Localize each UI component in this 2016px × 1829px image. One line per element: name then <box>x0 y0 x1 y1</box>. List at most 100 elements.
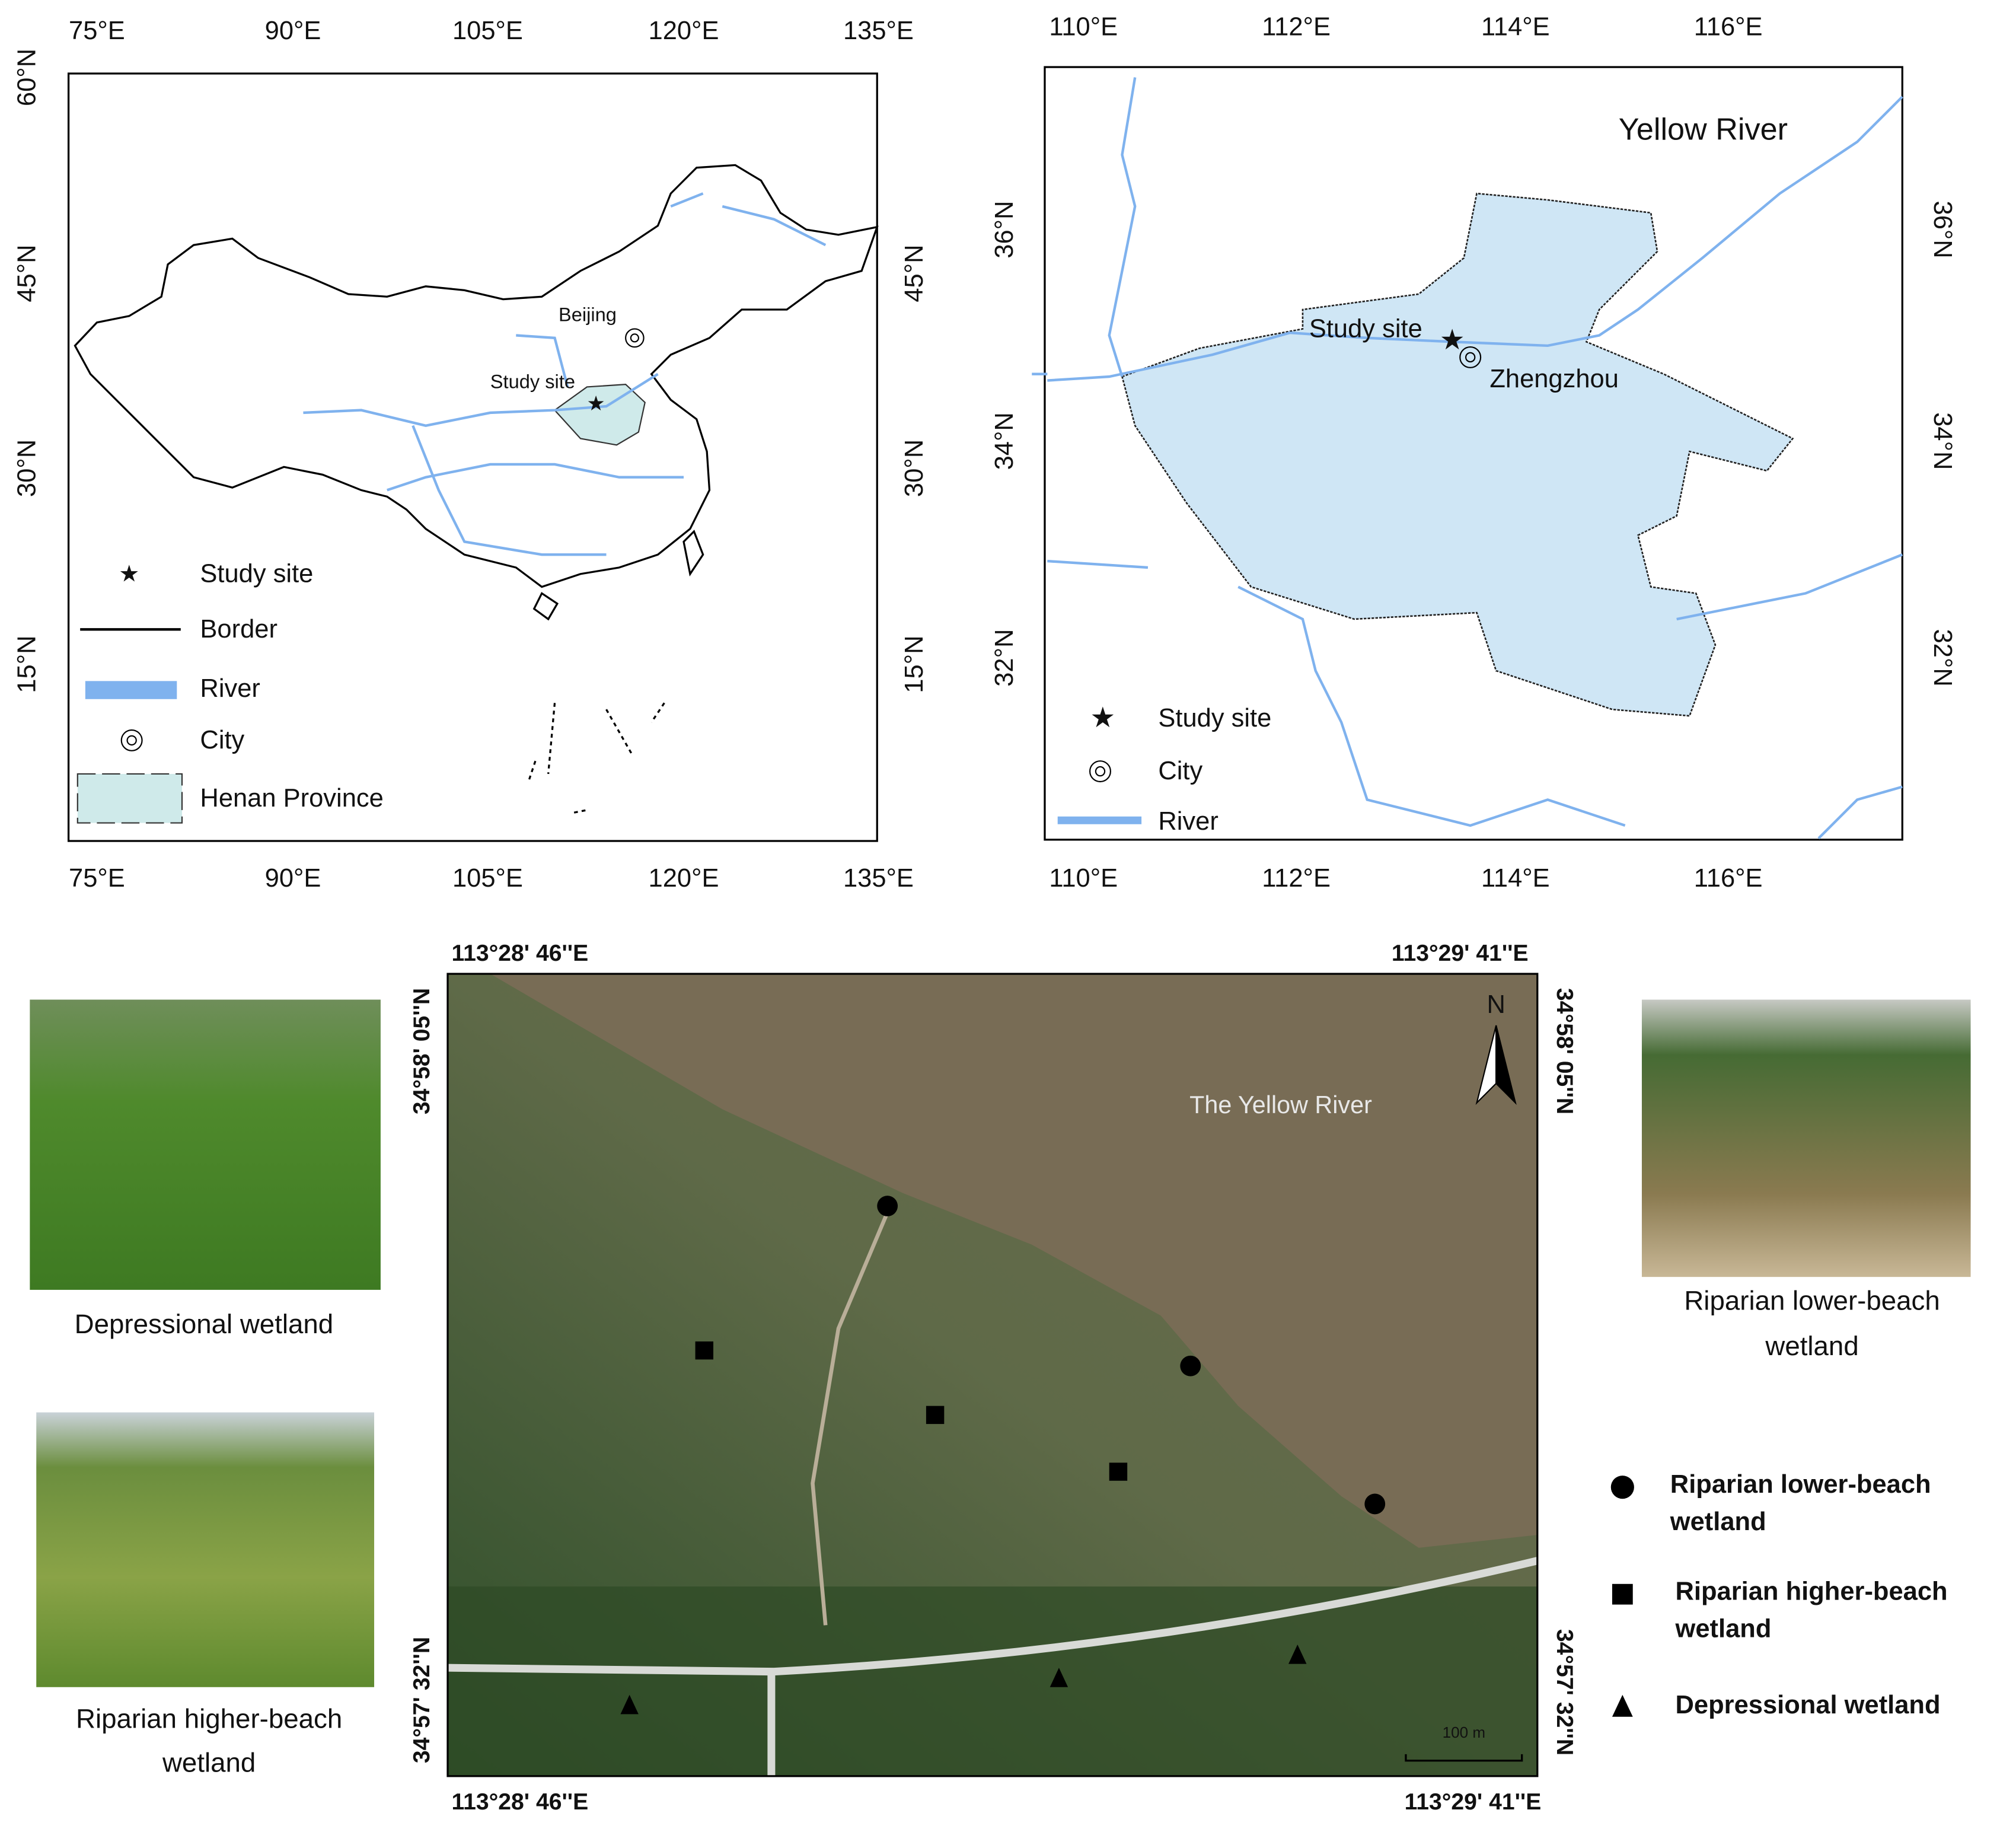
legend-symbol: ★ <box>119 561 139 587</box>
henan-province <box>1121 192 1794 717</box>
photo-caption: Depressional wetland <box>75 1309 334 1339</box>
lat-tick-label: 45°N <box>900 244 929 302</box>
photos: Depressional wetland Riparian higher-bea… <box>30 999 1971 1777</box>
lat-tick-label: 32°N <box>990 629 1019 687</box>
site-circle <box>1180 1355 1201 1376</box>
lon-tick-label: 116°E <box>1694 864 1763 893</box>
lat-label: 34°57' 32''N <box>1552 1629 1577 1755</box>
lat-tick-label: 36°N <box>990 201 1019 259</box>
lat-label: 34°57' 32''N <box>409 1637 435 1763</box>
lon-tick-label: 105°E <box>452 864 523 893</box>
legend-symbol <box>120 729 143 751</box>
river-label: Yellow River <box>1619 113 1788 147</box>
legend-label: City <box>200 726 244 754</box>
legend-symbol <box>1612 1583 1633 1605</box>
legend-symbol <box>76 773 183 824</box>
site-map: The Yellow River N 100 m 113°28' 46''E 1… <box>409 941 1577 1815</box>
north-label: N <box>1487 990 1505 1019</box>
map-frame <box>67 72 878 842</box>
city-symbol <box>630 333 639 343</box>
city-symbol <box>1459 346 1482 368</box>
legend-symbol: ★ <box>1090 702 1115 734</box>
lon-tick-label: 114°E <box>1481 864 1550 893</box>
north-arrow <box>1495 1025 1517 1105</box>
site-star: ★ <box>587 393 605 415</box>
legend-label: Study site <box>200 559 313 588</box>
lat-tick-label: 36°N <box>1928 201 1957 259</box>
lon-label: 113°28' 46''E <box>452 941 589 966</box>
site-label: Study site <box>490 371 575 393</box>
lat-tick-label: 60°N <box>13 49 42 106</box>
lat-tick-label: 15°N <box>900 635 929 693</box>
site-circle <box>877 1196 898 1216</box>
legend-symbol <box>1095 766 1106 777</box>
lat-tick-label: 34°N <box>990 412 1019 470</box>
site-square <box>695 1341 714 1360</box>
vegetation <box>448 1586 1537 1776</box>
china-map: Beijing Study site ★ 75°E 90°E 105°E 120… <box>13 17 929 893</box>
legend-symbol <box>1612 1694 1633 1717</box>
legend-label: River <box>200 674 260 703</box>
photo <box>36 1412 375 1687</box>
site-star: ★ <box>1440 324 1465 356</box>
lon-tick-label: 114°E <box>1481 12 1550 41</box>
lat-label: 34°58' 05''N <box>409 988 435 1114</box>
river <box>1032 77 1903 840</box>
boundary-line <box>528 702 665 814</box>
map-frame <box>1044 66 1903 841</box>
legend-label: Study site <box>1158 704 1271 732</box>
road <box>447 1557 1539 1676</box>
site-label: Study site <box>1309 314 1422 343</box>
lon-tick-label: 90°E <box>265 17 321 45</box>
legend-label: Border <box>200 615 277 643</box>
lon-tick-label: 116°E <box>1694 12 1763 41</box>
city-symbol <box>1465 352 1476 363</box>
city-label: Beijing <box>559 303 617 325</box>
site-square <box>926 1406 945 1425</box>
lat-tick-label: 34°N <box>1928 412 1957 470</box>
legend-label: Depressional wetland <box>1676 1691 1941 1719</box>
lon-tick-label: 90°E <box>265 864 321 893</box>
lat-tick-label: 30°N <box>13 439 42 497</box>
river-label: The Yellow River <box>1189 1091 1372 1119</box>
legend-label: Riparian lower-beach <box>1670 1470 1931 1499</box>
henan-map: Yellow River Study site ★ Zhengzhou 110°… <box>990 12 1957 892</box>
photo <box>1641 999 1971 1277</box>
legend-label: Riparian higher-beach <box>1676 1577 1948 1605</box>
lon-tick-label: 135°E <box>843 17 914 45</box>
river-water <box>490 974 1537 1548</box>
site-circle <box>1364 1493 1386 1515</box>
lon-label: 113°28' 46''E <box>452 1789 589 1815</box>
lon-tick-label: 110°E <box>1049 864 1118 893</box>
legend-label: wetland <box>1675 1615 1772 1643</box>
lon-tick-label: 120°E <box>649 864 719 893</box>
photo-caption: Riparian lower-beach <box>1684 1286 1940 1316</box>
legend-symbol <box>85 681 177 699</box>
legend-label: Henan Province <box>200 784 383 812</box>
legend-symbol <box>1089 760 1111 783</box>
legend: Riparian lower-beach wetland Riparian hi… <box>1610 1470 1948 1719</box>
lat-label: 34°58' 05''N <box>1552 988 1577 1114</box>
lon-tick-label: 135°E <box>843 864 914 893</box>
legend-symbol <box>126 735 137 746</box>
scale-bar <box>1405 1754 1523 1762</box>
legend-symbol <box>1610 1476 1634 1499</box>
photo-caption: Riparian higher-beach <box>76 1703 342 1734</box>
site-square <box>1109 1462 1128 1481</box>
photo <box>30 999 381 1290</box>
map-frame <box>446 973 1539 1777</box>
river <box>303 192 827 556</box>
lat-tick-label: 45°N <box>13 244 42 302</box>
lon-label: 113°29' 41''E <box>1392 941 1529 966</box>
legend-label: City <box>1158 757 1202 785</box>
henan-province <box>553 384 646 446</box>
photo-caption: wetland <box>162 1747 256 1777</box>
legend-label: wetland <box>1670 1508 1766 1536</box>
photo-caption: wetland <box>1765 1331 1858 1361</box>
lon-tick-label: 120°E <box>649 17 719 45</box>
lon-tick-label: 110°E <box>1049 12 1118 41</box>
city-symbol <box>625 328 645 348</box>
lon-tick-label: 112°E <box>1262 12 1331 41</box>
lon-label: 113°29' 41''E <box>1405 1789 1542 1815</box>
